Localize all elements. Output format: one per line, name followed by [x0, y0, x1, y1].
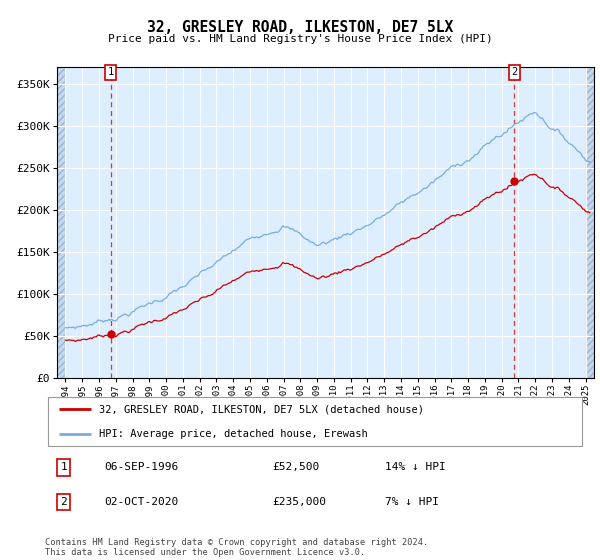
Text: 02-OCT-2020: 02-OCT-2020: [104, 497, 179, 507]
Bar: [57, 67, 65, 378]
Text: 06-SEP-1996: 06-SEP-1996: [104, 463, 179, 473]
FancyBboxPatch shape: [48, 397, 582, 446]
Text: 32, GRESLEY ROAD, ILKESTON, DE7 5LX: 32, GRESLEY ROAD, ILKESTON, DE7 5LX: [147, 20, 453, 35]
Text: 1: 1: [107, 67, 113, 77]
Text: 32, GRESLEY ROAD, ILKESTON, DE7 5LX (detached house): 32, GRESLEY ROAD, ILKESTON, DE7 5LX (det…: [99, 404, 424, 414]
Text: Contains HM Land Registry data © Crown copyright and database right 2024.
This d: Contains HM Land Registry data © Crown c…: [45, 538, 428, 557]
Text: 2: 2: [61, 497, 67, 507]
Text: Price paid vs. HM Land Registry's House Price Index (HPI): Price paid vs. HM Land Registry's House …: [107, 34, 493, 44]
Text: £52,500: £52,500: [272, 463, 319, 473]
Text: 7% ↓ HPI: 7% ↓ HPI: [385, 497, 439, 507]
Bar: [586, 67, 594, 378]
Text: £235,000: £235,000: [272, 497, 326, 507]
Text: 2: 2: [511, 67, 517, 77]
Text: 1: 1: [61, 463, 67, 473]
Text: HPI: Average price, detached house, Erewash: HPI: Average price, detached house, Erew…: [99, 428, 368, 438]
Text: 14% ↓ HPI: 14% ↓ HPI: [385, 463, 446, 473]
